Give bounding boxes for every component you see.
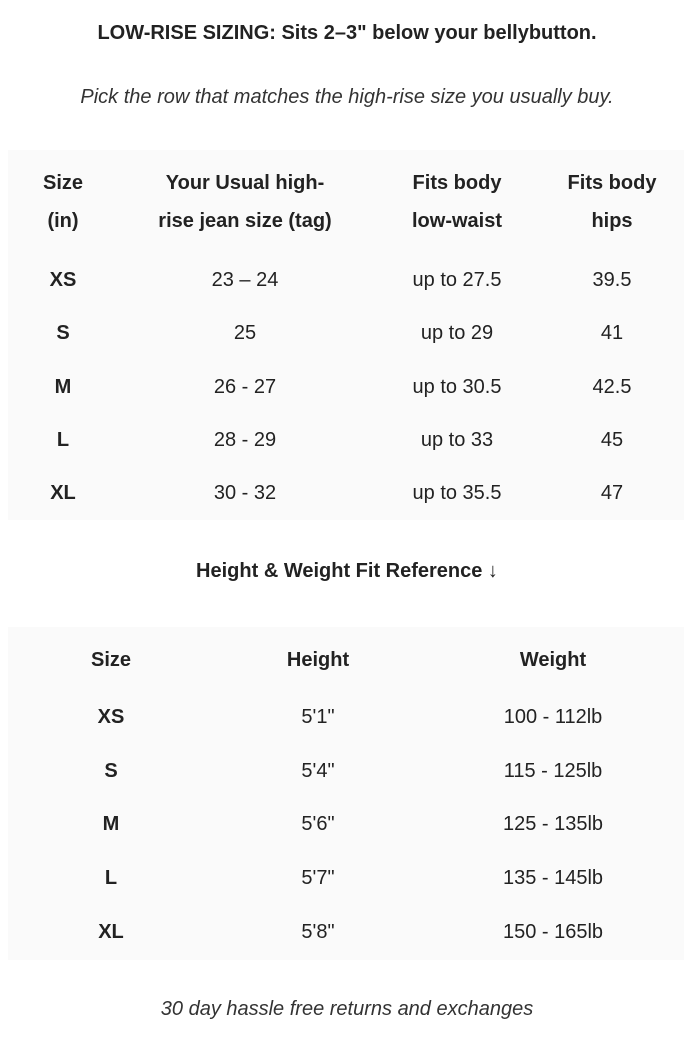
- table-cell: 100 - 112lb: [503, 706, 603, 728]
- size-table: Size (in) Your Usual high-rise jean size (…: [8, 150, 684, 520]
- column-header: low-waist: [411, 210, 503, 232]
- table-cell: 125 - 135lb: [502, 813, 604, 836]
- row-size-label: XS: [97, 706, 125, 728]
- table-cell: 28 - 29: [213, 428, 277, 451]
- column-header: hips: [591, 210, 633, 232]
- table-cell: 5'8": [301, 920, 335, 943]
- table-cell: 23 – 24: [211, 269, 279, 291]
- column-header: Height: [286, 649, 350, 671]
- table-cell: 30 - 32: [213, 482, 277, 505]
- table-cell: 39.5: [592, 269, 632, 291]
- table-cell: 25: [233, 322, 257, 345]
- table-cell: 135 - 145lb: [502, 867, 604, 890]
- page-title: LOW-RISE SIZING: Sits 2–3" below your be…: [97, 22, 597, 44]
- table-cell: up to 27.5: [412, 269, 502, 291]
- table-cell: 5'7": [301, 867, 335, 890]
- column-header: Fits body: [567, 172, 657, 194]
- table-cell: 26 - 27: [213, 375, 277, 398]
- table-cell: 150 - 165lb: [502, 920, 604, 943]
- column-header: Your Usual high-: [165, 172, 325, 194]
- table-cell: 47: [600, 482, 624, 505]
- row-size-label: S: [104, 759, 118, 782]
- row-size-label: L: [104, 867, 118, 890]
- returns-note: 30 day hassle free returns and exchanges: [160, 998, 534, 1020]
- table-cell: up to 35.5: [412, 482, 502, 505]
- table-cell: 115 - 125lb: [503, 759, 603, 782]
- column-header: (in): [47, 210, 79, 232]
- row-size-label: XL: [50, 482, 76, 505]
- column-header: Size: [90, 649, 132, 671]
- subtitle: Pick the row that matches the high-rise …: [80, 86, 614, 108]
- table-cell: 41: [600, 322, 624, 345]
- table-cell: 5'4": [301, 759, 335, 782]
- row-size-label: S: [56, 322, 70, 345]
- row-size-label: L: [56, 428, 70, 451]
- row-size-label: XL: [98, 920, 124, 943]
- height-weight-table: Size Height Weight XS 5'1" 100 - 112lb S 5'4" 11…: [8, 627, 684, 960]
- column-header: Fits body: [412, 172, 502, 194]
- reference-heading: Height & Weight Fit Reference ↓: [196, 560, 498, 582]
- column-header: Size: [42, 172, 84, 194]
- table-cell: up to 33: [420, 428, 494, 451]
- table-cell: up to 29: [420, 322, 494, 345]
- table-cell: 5'6": [301, 813, 335, 836]
- row-size-label: XS: [49, 269, 77, 291]
- row-size-label: M: [54, 375, 72, 398]
- row-size-label: M: [102, 813, 120, 836]
- table-cell: 42.5: [592, 375, 632, 398]
- column-header: rise jean size (tag): [158, 210, 332, 232]
- table-cell: 5'1": [301, 706, 335, 728]
- table-cell: up to 30.5: [412, 375, 502, 398]
- column-header: Weight: [519, 649, 587, 671]
- table-cell: 45: [600, 428, 624, 451]
